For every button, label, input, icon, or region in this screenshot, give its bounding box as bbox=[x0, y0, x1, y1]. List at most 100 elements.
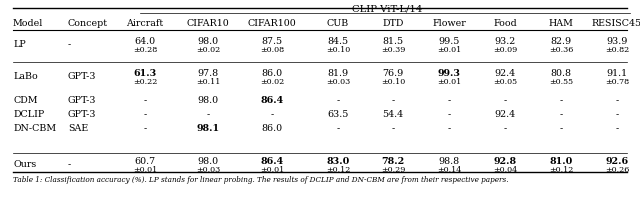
Text: HAM: HAM bbox=[548, 19, 573, 28]
Text: LaBo: LaBo bbox=[13, 72, 38, 81]
Text: 60.7: 60.7 bbox=[134, 157, 156, 166]
Text: ±0.12: ±0.12 bbox=[549, 166, 573, 174]
Text: Table 1: Classification accuracy (%). LP stands for linear probing. The results : Table 1: Classification accuracy (%). LP… bbox=[13, 176, 509, 184]
Text: ±0.08: ±0.08 bbox=[260, 46, 284, 54]
Text: -: - bbox=[504, 124, 507, 133]
Text: DCLIP: DCLIP bbox=[13, 110, 44, 119]
Text: CIFAR100: CIFAR100 bbox=[248, 19, 296, 28]
Text: 92.8: 92.8 bbox=[493, 157, 516, 166]
Text: 93.2: 93.2 bbox=[494, 37, 516, 46]
Text: ±0.01: ±0.01 bbox=[437, 46, 461, 54]
Text: -: - bbox=[68, 40, 71, 49]
Text: GPT-3: GPT-3 bbox=[68, 96, 97, 105]
Text: 93.9: 93.9 bbox=[606, 37, 628, 46]
Text: 86.4: 86.4 bbox=[260, 157, 284, 166]
Text: DTD: DTD bbox=[382, 19, 404, 28]
Text: ±0.03: ±0.03 bbox=[196, 166, 220, 174]
Text: -: - bbox=[559, 110, 563, 119]
Text: ±0.10: ±0.10 bbox=[326, 46, 350, 54]
Text: GPT-3: GPT-3 bbox=[68, 72, 97, 81]
Text: LP: LP bbox=[13, 40, 26, 49]
Text: ±0.36: ±0.36 bbox=[549, 46, 573, 54]
Text: GPT-3: GPT-3 bbox=[68, 110, 97, 119]
Text: ±0.29: ±0.29 bbox=[381, 166, 405, 174]
Text: ±0.04: ±0.04 bbox=[493, 166, 517, 174]
Text: -: - bbox=[337, 96, 340, 105]
Text: 98.0: 98.0 bbox=[197, 37, 219, 46]
Text: ±0.03: ±0.03 bbox=[326, 78, 350, 86]
Text: Flower: Flower bbox=[432, 19, 466, 28]
Text: -: - bbox=[559, 96, 563, 105]
Text: 64.0: 64.0 bbox=[134, 37, 156, 46]
Text: ±0.10: ±0.10 bbox=[381, 78, 405, 86]
Text: Ours: Ours bbox=[13, 160, 36, 169]
Text: -: - bbox=[392, 124, 395, 133]
Text: -: - bbox=[143, 124, 147, 133]
Text: -: - bbox=[616, 110, 619, 119]
Text: -: - bbox=[206, 110, 210, 119]
Text: ±0.02: ±0.02 bbox=[196, 46, 220, 54]
Text: Food: Food bbox=[493, 19, 517, 28]
Text: 86.4: 86.4 bbox=[260, 96, 284, 105]
Text: 63.5: 63.5 bbox=[327, 110, 349, 119]
Text: 97.8: 97.8 bbox=[197, 69, 219, 78]
Text: ±0.01: ±0.01 bbox=[260, 166, 284, 174]
Text: ±0.11: ±0.11 bbox=[196, 78, 220, 86]
Text: 99.5: 99.5 bbox=[438, 37, 460, 46]
Text: -: - bbox=[270, 110, 274, 119]
Text: 92.4: 92.4 bbox=[495, 110, 516, 119]
Text: CIFAR10: CIFAR10 bbox=[187, 19, 229, 28]
Text: SAE: SAE bbox=[68, 124, 88, 133]
Text: 92.6: 92.6 bbox=[605, 157, 628, 166]
Text: DN-CBM: DN-CBM bbox=[13, 124, 56, 133]
Text: ±0.01: ±0.01 bbox=[437, 78, 461, 86]
Text: CLIP ViT-L/14: CLIP ViT-L/14 bbox=[352, 5, 422, 14]
Text: 84.5: 84.5 bbox=[328, 37, 349, 46]
Text: -: - bbox=[143, 96, 147, 105]
Text: 86.0: 86.0 bbox=[261, 124, 283, 133]
Text: -: - bbox=[68, 160, 71, 169]
Text: 86.0: 86.0 bbox=[261, 69, 283, 78]
Text: -: - bbox=[559, 124, 563, 133]
Text: ±0.01: ±0.01 bbox=[133, 166, 157, 174]
Text: CDM: CDM bbox=[13, 96, 38, 105]
Text: ±0.22: ±0.22 bbox=[133, 78, 157, 86]
Text: 98.8: 98.8 bbox=[438, 157, 460, 166]
Text: CUB: CUB bbox=[327, 19, 349, 28]
Text: ±0.09: ±0.09 bbox=[493, 46, 517, 54]
Text: 81.5: 81.5 bbox=[383, 37, 404, 46]
Text: 80.8: 80.8 bbox=[550, 69, 572, 78]
Text: 61.3: 61.3 bbox=[133, 69, 157, 78]
Text: -: - bbox=[337, 124, 340, 133]
Text: ±0.05: ±0.05 bbox=[493, 78, 517, 86]
Text: RESISC45: RESISC45 bbox=[592, 19, 640, 28]
Text: 98.0: 98.0 bbox=[197, 96, 219, 105]
Text: -: - bbox=[616, 124, 619, 133]
Text: Aircraft: Aircraft bbox=[127, 19, 164, 28]
Text: 98.0: 98.0 bbox=[197, 157, 219, 166]
Text: ±0.78: ±0.78 bbox=[605, 78, 629, 86]
Text: -: - bbox=[504, 96, 507, 105]
Text: 81.9: 81.9 bbox=[328, 69, 349, 78]
Text: 92.4: 92.4 bbox=[495, 69, 516, 78]
Text: ±0.02: ±0.02 bbox=[260, 78, 284, 86]
Text: 54.4: 54.4 bbox=[383, 110, 404, 119]
Text: -: - bbox=[447, 124, 451, 133]
Text: 99.3: 99.3 bbox=[438, 69, 461, 78]
Text: ±0.55: ±0.55 bbox=[549, 78, 573, 86]
Text: 91.1: 91.1 bbox=[607, 69, 628, 78]
Text: -: - bbox=[447, 96, 451, 105]
Text: -: - bbox=[143, 110, 147, 119]
Text: ±0.12: ±0.12 bbox=[326, 166, 350, 174]
Text: 82.9: 82.9 bbox=[550, 37, 572, 46]
Text: -: - bbox=[447, 110, 451, 119]
Text: Concept: Concept bbox=[68, 19, 108, 28]
Text: ±0.28: ±0.28 bbox=[133, 46, 157, 54]
Text: ±0.82: ±0.82 bbox=[605, 46, 629, 54]
Text: 83.0: 83.0 bbox=[326, 157, 349, 166]
Text: 78.2: 78.2 bbox=[381, 157, 404, 166]
Text: -: - bbox=[616, 96, 619, 105]
Text: -: - bbox=[392, 96, 395, 105]
Text: 76.9: 76.9 bbox=[382, 69, 404, 78]
Text: ±0.14: ±0.14 bbox=[437, 166, 461, 174]
